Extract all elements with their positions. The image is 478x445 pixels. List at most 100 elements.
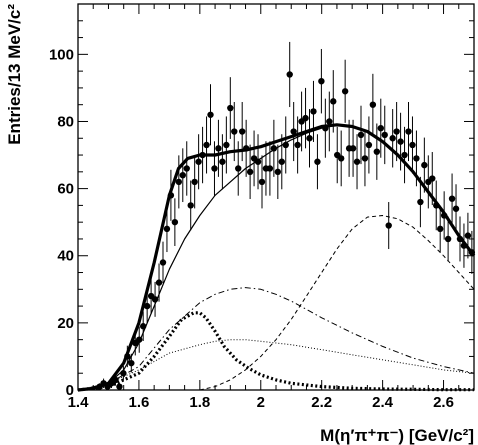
y-tick-label: 100 [49,46,74,63]
data-point [286,71,293,78]
data-point [318,78,325,85]
data-point [460,242,468,249]
data-point [151,296,159,303]
data-point [258,178,266,186]
data-point [124,353,131,360]
data-point [302,114,309,122]
data-point [341,88,349,95]
data-point [290,128,297,135]
data-point [337,155,345,162]
data-point [417,198,424,206]
data-point [136,336,143,343]
data-point [175,178,183,186]
data-point [373,148,381,155]
y-tick-label: 40 [57,248,74,265]
data-point [389,135,396,142]
y-tick-label: 0 [66,382,74,399]
x-tick-label: 2.6 [433,394,454,411]
curve-fine-dotted [77,339,475,391]
data-point [421,161,428,169]
data-point [266,165,274,172]
data-point [294,141,301,149]
x-tick-label: 2.4 [372,394,394,411]
data-point [116,383,123,390]
data-point [436,225,444,233]
data-point [326,118,333,125]
data-point [413,155,420,162]
data-point [219,158,226,165]
y-tick-label: 80 [57,113,74,130]
x-tick-label: 1.4 [68,394,90,411]
data-point [448,195,456,202]
x-tick-label: 2.2 [311,394,332,411]
data-point [397,138,404,145]
data-point [112,376,119,384]
data-point [179,171,186,179]
data-point [310,108,317,115]
data-point [464,232,472,239]
data-points [96,41,476,390]
data-point [187,202,194,209]
data-point [227,104,234,112]
data-point [254,158,262,165]
data-point [183,165,190,172]
data-point [361,155,369,162]
data-point [211,165,218,172]
data-point [444,235,452,243]
data-point [270,145,278,152]
x-tick-label: 1.8 [189,394,210,411]
axis-ticks [77,3,475,391]
x-axis-label: M(η′π⁺π⁻) [GeV/c²] [320,426,474,445]
data-point [433,202,440,209]
data-point [171,218,179,226]
fit-curves [77,123,476,392]
data-point [215,145,222,152]
data-point [357,131,365,139]
data-point [278,158,285,165]
data-point [456,235,464,243]
curve-dashed [199,215,475,391]
data-point [203,141,210,149]
data-point [369,101,377,108]
plot-frame [77,3,475,391]
data-point [167,192,175,199]
data-point [429,175,436,182]
data-point [393,128,400,135]
data-point [282,141,289,149]
y-axis-label: Entries/13 MeV/c² [5,4,24,145]
data-point [440,212,448,219]
data-point [306,135,313,142]
y-tick-label: 20 [57,315,74,332]
data-point [139,323,147,330]
data-point [143,302,151,310]
curve-dash-dot [77,287,475,391]
data-point [377,124,384,132]
y-tick-label: 60 [57,181,74,198]
data-point [401,151,408,159]
data-point [159,259,167,266]
x-tick-label: 1.6 [128,394,149,411]
data-point [365,141,373,149]
curve-thick-solid [77,123,476,392]
data-point [120,370,127,377]
data-point [246,168,254,176]
data-point [242,145,250,152]
data-point [207,111,214,118]
data-point [223,141,230,149]
data-point [405,128,412,135]
curve-thin-solid [77,124,475,391]
data-point [385,222,392,229]
data-point [322,124,329,132]
data-point [409,141,416,149]
data-point [128,359,135,367]
curve-thick-dotted [77,311,474,392]
x-tick-label: 2 [257,394,265,411]
data-point [231,128,238,135]
data-point [155,279,163,286]
data-point [238,128,246,135]
tick-labels: 1.4 1.6 1.8 2 2.2 2.4 2.6 0 20 40 60 80 100 [49,46,454,411]
data-point [452,205,460,212]
data-point [353,158,361,165]
data-point [330,98,337,105]
